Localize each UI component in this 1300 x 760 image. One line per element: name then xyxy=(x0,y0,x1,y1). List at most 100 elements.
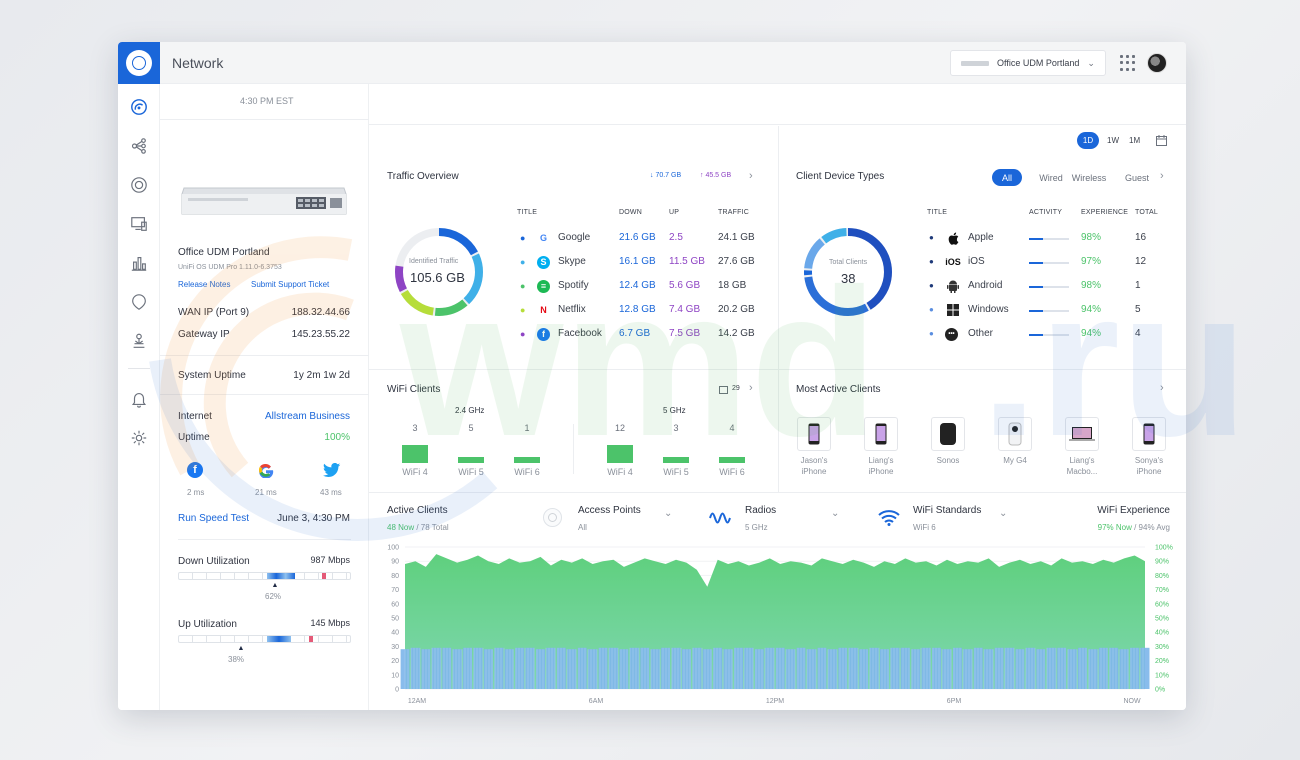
chevron-down-icon[interactable]: ⌄ xyxy=(831,508,840,519)
latency-twitter: 43 ms xyxy=(320,488,342,497)
access-points-label[interactable]: Access Points xyxy=(578,505,641,516)
divider xyxy=(369,369,1186,370)
clients-icon[interactable] xyxy=(128,213,150,235)
y-tick-right: 20% xyxy=(1155,658,1169,665)
dashboard-icon[interactable] xyxy=(128,96,150,118)
range-1m[interactable]: 1M xyxy=(1129,136,1141,145)
up-utilization-pct: 38% xyxy=(228,655,245,664)
traffic-row-name[interactable]: Skype xyxy=(558,256,586,267)
filter-all[interactable]: All xyxy=(992,169,1022,186)
security-icon[interactable] xyxy=(128,330,150,352)
client-row-name[interactable]: Other xyxy=(968,328,994,339)
range-1d[interactable]: 1D xyxy=(1077,132,1099,149)
range-1w[interactable]: 1W xyxy=(1107,136,1119,145)
isp-link[interactable]: Allstream Business xyxy=(264,411,350,422)
clients-bar xyxy=(1088,649,1098,689)
bell-icon[interactable] xyxy=(128,388,150,410)
active-client-card[interactable]: Liang's Macbo... xyxy=(1058,417,1106,477)
avatar[interactable] xyxy=(1147,53,1167,73)
topology-icon[interactable] xyxy=(128,135,150,157)
traffic-row-name[interactable]: Netflix xyxy=(558,304,586,315)
speed-test-time: June 3, 4:30 PM xyxy=(277,513,350,524)
wifi-ap-column[interactable]: 3 WiFi 5 xyxy=(656,423,696,477)
chevron-right-icon[interactable]: › xyxy=(749,382,753,394)
gateway-label: Gateway IP xyxy=(178,329,230,340)
radios-label[interactable]: Radios xyxy=(745,505,777,516)
chevron-down-icon: ⌄ xyxy=(1087,57,1095,68)
device-selector[interactable]: Office UDM Portland ⌄ xyxy=(950,50,1106,76)
th-experience: EXPERIENCE xyxy=(1081,209,1129,216)
y-tick-right: 50% xyxy=(1155,616,1169,623)
active-client-label: Jason's iPhone xyxy=(800,456,828,476)
release-notes-link[interactable]: Release Notes xyxy=(178,280,231,289)
calendar-icon[interactable] xyxy=(1156,135,1167,146)
traffic-overview-title: Traffic Overview xyxy=(387,171,459,182)
traffic-row-name[interactable]: Google xyxy=(558,232,591,243)
statistics-icon[interactable] xyxy=(128,252,150,274)
y-tick-right: 70% xyxy=(1155,587,1169,594)
apps-grid-icon[interactable] xyxy=(1120,55,1136,71)
devices-icon[interactable] xyxy=(128,174,150,196)
clients-bar xyxy=(588,649,598,689)
clients-bar xyxy=(880,649,889,689)
clients-segment xyxy=(804,228,892,316)
clients-bar xyxy=(713,647,723,689)
client-row-total: 4 xyxy=(1135,328,1141,339)
up-utilization-label: Up Utilization xyxy=(178,619,237,630)
camera-icon xyxy=(998,417,1032,451)
down-utilization-bar xyxy=(178,572,351,580)
clients-bar xyxy=(671,647,681,689)
traffic-row-name[interactable]: Spotify xyxy=(558,280,589,291)
chevron-right-icon[interactable]: › xyxy=(1160,382,1164,394)
support-ticket-link[interactable]: Submit Support Ticket xyxy=(251,280,330,289)
up-utilization-bar xyxy=(178,635,351,643)
y-tick-left: 80 xyxy=(391,573,399,580)
chevron-right-icon[interactable]: › xyxy=(749,170,753,182)
client-row-name[interactable]: Apple xyxy=(968,232,994,243)
traffic-row-down: 6.7 GB xyxy=(619,328,651,339)
active-client-card[interactable]: Jason's iPhone xyxy=(790,417,838,477)
gear-icon[interactable] xyxy=(128,427,150,449)
clients-bar xyxy=(786,649,796,689)
wifi-ap-column[interactable]: 3 WiFi 4 xyxy=(395,423,435,477)
y-tick-right: 10% xyxy=(1155,672,1169,679)
series-dot: ● xyxy=(929,257,934,266)
wifi-ap-column[interactable]: 4 WiFi 6 xyxy=(712,423,752,477)
wifi-standards-label[interactable]: WiFi Standards xyxy=(913,505,982,516)
activity-bar xyxy=(1029,310,1069,312)
clients-bar xyxy=(556,647,566,689)
filter-wired[interactable]: Wired xyxy=(1039,172,1063,183)
unifi-logo[interactable] xyxy=(118,42,160,84)
series-dot: ● xyxy=(520,329,526,339)
active-client-card[interactable]: Sonya's iPhone xyxy=(1125,417,1173,477)
series-dot: ● xyxy=(520,233,526,243)
filter-guest[interactable]: Guest xyxy=(1124,172,1149,183)
wifi-ap-column[interactable]: 5 WiFi 5 xyxy=(451,423,491,477)
system-uptime-value: 1y 2m 1w 2d xyxy=(293,370,350,381)
wifi-ap-column[interactable]: 12 WiFi 4 xyxy=(600,423,640,477)
ap-client-count: 3 xyxy=(673,423,679,433)
client-row-name[interactable]: iOS xyxy=(968,256,985,267)
th-up: UP xyxy=(669,209,680,216)
active-client-card[interactable]: My G4 xyxy=(991,417,1039,466)
client-row-name[interactable]: Windows xyxy=(968,304,1009,315)
twitter-icon xyxy=(323,463,341,478)
device-sidebar: 4:30 PM EST Office UDM Portland UniFi OS… xyxy=(160,84,369,710)
activity-bar xyxy=(1029,262,1069,264)
wifi-ap-column[interactable]: 1 WiFi 6 xyxy=(507,423,547,477)
filter-wireless[interactable]: Wireless xyxy=(1071,172,1107,183)
active-client-card[interactable]: Liang's iPhone xyxy=(857,417,905,477)
ap-utilization-bar xyxy=(514,441,540,463)
traffic-row-down: 21.6 GB xyxy=(619,232,656,243)
client-row-name[interactable]: Android xyxy=(968,280,1003,291)
insights-icon[interactable] xyxy=(128,291,150,313)
run-speed-test-button[interactable]: Run Speed Test xyxy=(178,513,249,524)
chevron-down-icon[interactable]: ⌄ xyxy=(999,508,1008,519)
chevron-down-icon[interactable]: ⌄ xyxy=(664,508,673,519)
clients-bar xyxy=(682,649,691,689)
active-client-card[interactable]: Sonos xyxy=(924,417,972,466)
y-tick-left: 20 xyxy=(391,658,399,665)
traffic-row-name[interactable]: Facebook xyxy=(558,328,602,339)
y-tick-right: 100% xyxy=(1155,545,1173,552)
chevron-right-icon[interactable]: › xyxy=(1160,170,1164,182)
